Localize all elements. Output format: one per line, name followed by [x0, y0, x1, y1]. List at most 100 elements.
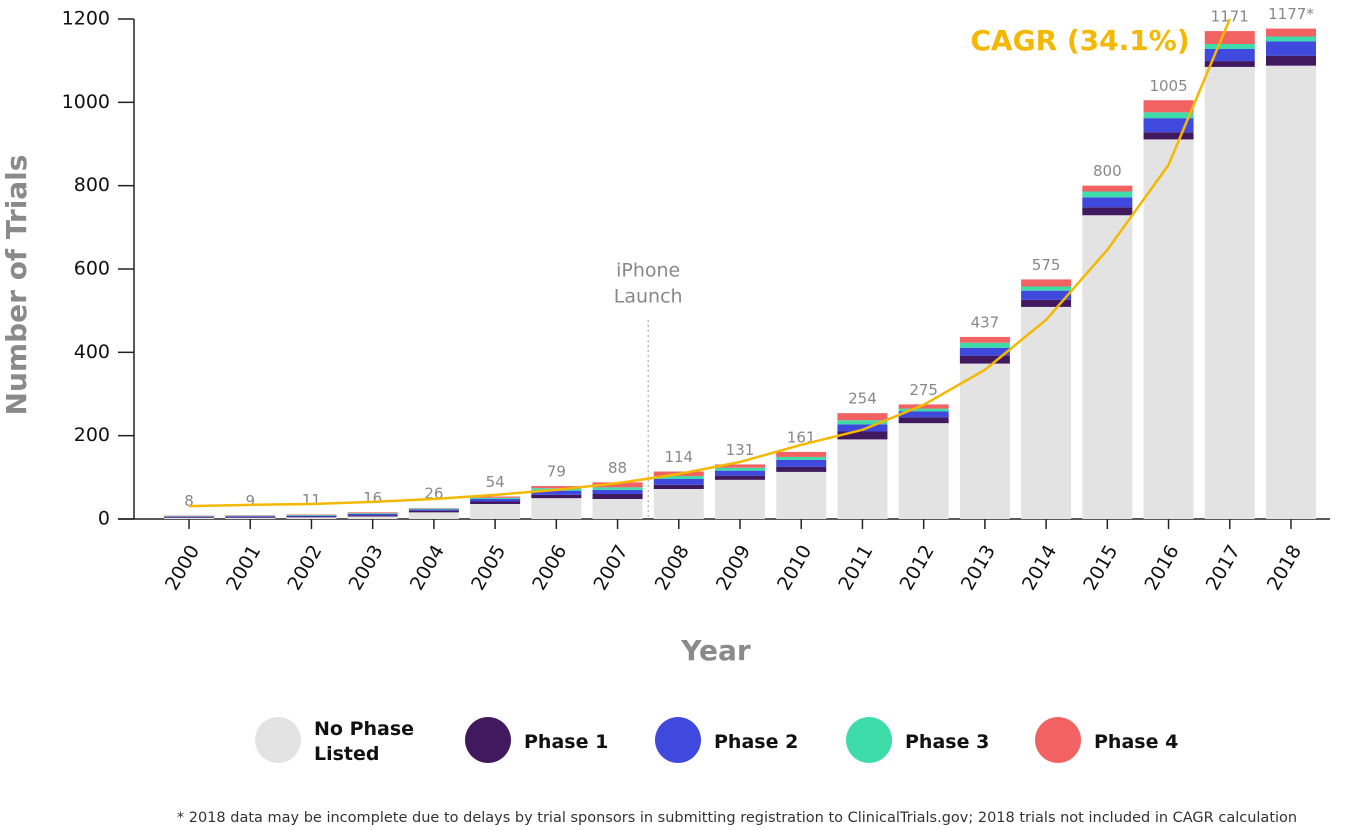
y-tick-label: 0 [98, 508, 110, 530]
bar-segment [1143, 132, 1194, 140]
bar-segment [1265, 41, 1316, 56]
bar-segment [592, 499, 643, 519]
annotation-text: Launch [614, 286, 683, 308]
total-label: 54 [486, 473, 505, 491]
total-label: 79 [547, 463, 566, 481]
bar-segment [837, 413, 888, 421]
legend-item: Phase 3 [905, 730, 990, 753]
legend-swatch [846, 717, 892, 763]
legend-item: No Phase Listed [314, 718, 415, 765]
y-axis-title: Number of Trials [0, 155, 33, 416]
bar-segment [653, 489, 704, 519]
bar-segment [225, 516, 276, 518]
legend-swatch [255, 717, 301, 763]
bar-segment [286, 515, 337, 517]
bar-segment [347, 515, 398, 517]
legend-label: Phase 4 [1094, 730, 1179, 753]
bar-segment [776, 459, 827, 467]
bar-segment [1265, 36, 1316, 42]
footnote: * 2018 data may be incomplete due to del… [177, 810, 1297, 826]
bar-segment [1021, 279, 1072, 287]
bar-segment [592, 494, 643, 499]
x-tick-label: 2000 [161, 541, 204, 594]
bar-segment [959, 355, 1010, 364]
legend-label: No Phase Listed [314, 718, 415, 765]
total-label: 1171 [1211, 8, 1249, 26]
x-tick-label: 2007 [589, 541, 632, 594]
trend-line [188, 18, 1231, 508]
y-tick-label: 1000 [62, 91, 110, 113]
bar-segment [1265, 28, 1316, 37]
bar-segment [286, 516, 337, 518]
bar-segment [898, 408, 949, 412]
bar-segment [898, 404, 949, 409]
bar-segment [164, 516, 215, 518]
total-label: 16 [363, 489, 382, 507]
total-label: 800 [1093, 162, 1122, 180]
total-label: 11 [302, 491, 321, 509]
legend-label: Phase 1 [524, 730, 609, 753]
bar-segment [347, 513, 398, 514]
bar-segment [1021, 290, 1072, 300]
bar-segment [408, 508, 459, 510]
x-tick-label: 2014 [1018, 541, 1061, 594]
bar-segment [959, 347, 1010, 356]
total-label: 575 [1032, 256, 1061, 274]
legend-label: Phase 3 [905, 730, 990, 753]
bar-segment [776, 466, 827, 472]
x-tick-label: 2001 [222, 541, 265, 594]
bar-segment [653, 484, 704, 489]
bar-segment [592, 489, 643, 494]
bar-segment [1143, 112, 1194, 119]
bar-segment [1204, 49, 1255, 62]
bar-segment [408, 512, 459, 519]
bar-segment [715, 464, 765, 468]
bar-segment [470, 497, 521, 499]
legend-item: Phase 4 [1094, 730, 1179, 753]
bar-segment [347, 516, 398, 519]
x-tick-label: 2008 [651, 541, 694, 594]
annotation-text: iPhone [616, 260, 680, 282]
legend-item: Phase 1 [524, 730, 609, 753]
legend-swatch [655, 717, 701, 763]
y-tick-label: 200 [74, 424, 110, 446]
bar-segment [347, 512, 398, 514]
bar-segment [1204, 66, 1255, 520]
bar-segment [837, 439, 888, 519]
bar-segment [408, 509, 459, 511]
bar-segment [715, 475, 765, 480]
bar-segment [470, 496, 521, 498]
bar-segment [1204, 61, 1255, 67]
bar-segment [653, 479, 704, 485]
bar-segment [592, 482, 643, 488]
x-tick-label: 2013 [957, 541, 1000, 594]
bar-segment [531, 498, 582, 519]
bar-segment [959, 342, 1010, 348]
total-label: 275 [909, 381, 938, 399]
total-label: 88 [608, 459, 627, 477]
bar-segment [1082, 207, 1133, 216]
legend-label: Phase 2 [714, 730, 799, 753]
bar-segment [1265, 55, 1316, 66]
trend-label: CAGR (34.1%) [970, 24, 1189, 57]
bar-segment [1082, 185, 1133, 192]
total-label: 254 [848, 390, 877, 408]
bar-segment [898, 411, 949, 418]
bar-segment [531, 494, 582, 499]
bar-segment [470, 499, 521, 502]
bar-segment [1082, 197, 1133, 208]
bar-segment [776, 451, 827, 457]
bar-segment [164, 517, 215, 519]
bar-segment [286, 517, 337, 519]
bar-segment [531, 490, 582, 495]
total-label: 437 [971, 313, 1000, 331]
bar-segment [837, 420, 888, 425]
bar-segment [1204, 31, 1255, 44]
bar-segment [225, 516, 276, 517]
x-tick-label: 2004 [406, 541, 449, 594]
bar-segment [1143, 118, 1194, 133]
bar-segment [959, 336, 1010, 343]
bar-segment [715, 479, 765, 519]
legend-swatch [465, 717, 511, 763]
